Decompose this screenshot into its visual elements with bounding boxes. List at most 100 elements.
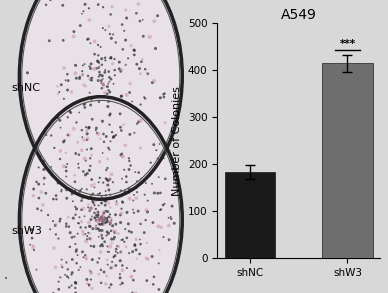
Point (86, 18, 92, 22)
Point (118, 206, 125, 211)
Point (102, 189, 109, 193)
Point (109, 260, 115, 264)
Point (102, 203, 108, 207)
Point (126, 159, 132, 163)
Point (118, 69, 124, 74)
Point (61, 138, 68, 143)
Point (130, 207, 136, 212)
Point (89, 75, 95, 80)
Point (59, 265, 66, 270)
Y-axis label: Number of Colonies: Number of Colonies (172, 86, 182, 196)
Point (98, 215, 104, 219)
Point (126, 156, 132, 161)
Point (80, 292, 86, 293)
Point (142, 193, 148, 197)
Point (132, 170, 138, 174)
Point (96, 222, 102, 226)
Point (106, 24, 112, 29)
Point (144, 71, 150, 76)
Point (88, 76, 94, 80)
Point (79, 148, 85, 153)
Point (107, 32, 113, 36)
Point (95, 226, 102, 231)
Point (78, 188, 84, 192)
Point (76, 268, 82, 272)
Point (155, 224, 161, 229)
Point (102, 90, 108, 95)
Point (95, 42, 101, 47)
Point (75, 221, 81, 225)
Point (118, 220, 124, 225)
Point (63, 224, 69, 229)
Point (84, 171, 90, 176)
Point (55, 180, 61, 185)
Point (89, 286, 95, 291)
Point (112, 229, 118, 234)
Point (28, 227, 34, 232)
Point (100, 211, 107, 215)
Point (153, 148, 159, 153)
Point (87, 76, 93, 81)
Point (71, 34, 77, 39)
Point (76, 76, 83, 81)
Point (51, 146, 57, 150)
Point (126, 167, 132, 172)
Point (128, 230, 135, 235)
Point (106, 122, 113, 127)
Point (111, 134, 118, 139)
Point (100, 222, 106, 227)
Point (68, 272, 74, 277)
Point (137, 252, 143, 256)
Point (95, 203, 102, 208)
Point (88, 177, 95, 182)
Point (168, 214, 174, 219)
Point (72, 280, 78, 285)
Point (98, 81, 104, 85)
Point (97, 217, 104, 222)
Point (69, 188, 75, 192)
Text: shW3: shW3 (12, 226, 43, 236)
Point (123, 174, 130, 179)
Point (72, 286, 78, 290)
Point (63, 151, 69, 155)
Point (82, 84, 88, 88)
Point (50, 197, 56, 202)
Point (64, 162, 70, 166)
Point (94, 211, 100, 215)
Point (107, 222, 113, 227)
Point (100, 5, 106, 9)
Circle shape (19, 97, 182, 293)
Point (97, 159, 103, 164)
Point (109, 172, 115, 177)
Point (43, 132, 49, 137)
Point (160, 235, 166, 239)
Point (137, 237, 143, 242)
Point (30, 227, 36, 232)
Point (106, 188, 112, 192)
Point (96, 272, 102, 277)
Text: shNC: shNC (12, 83, 41, 93)
Point (61, 164, 67, 168)
Point (56, 292, 62, 293)
Point (149, 254, 155, 259)
Point (117, 213, 123, 217)
Point (145, 198, 151, 203)
Point (126, 251, 132, 255)
Point (83, 225, 89, 230)
Point (82, 173, 88, 177)
Point (55, 236, 62, 241)
Point (103, 193, 109, 198)
Point (102, 221, 109, 226)
Point (138, 59, 144, 64)
Point (126, 0, 132, 1)
Point (124, 236, 130, 240)
Point (64, 274, 70, 279)
Point (81, 138, 87, 142)
Point (65, 133, 71, 137)
Point (122, 227, 128, 231)
Point (80, 232, 87, 237)
Point (66, 224, 72, 229)
Point (105, 146, 111, 150)
Point (89, 257, 95, 262)
Point (27, 243, 33, 247)
